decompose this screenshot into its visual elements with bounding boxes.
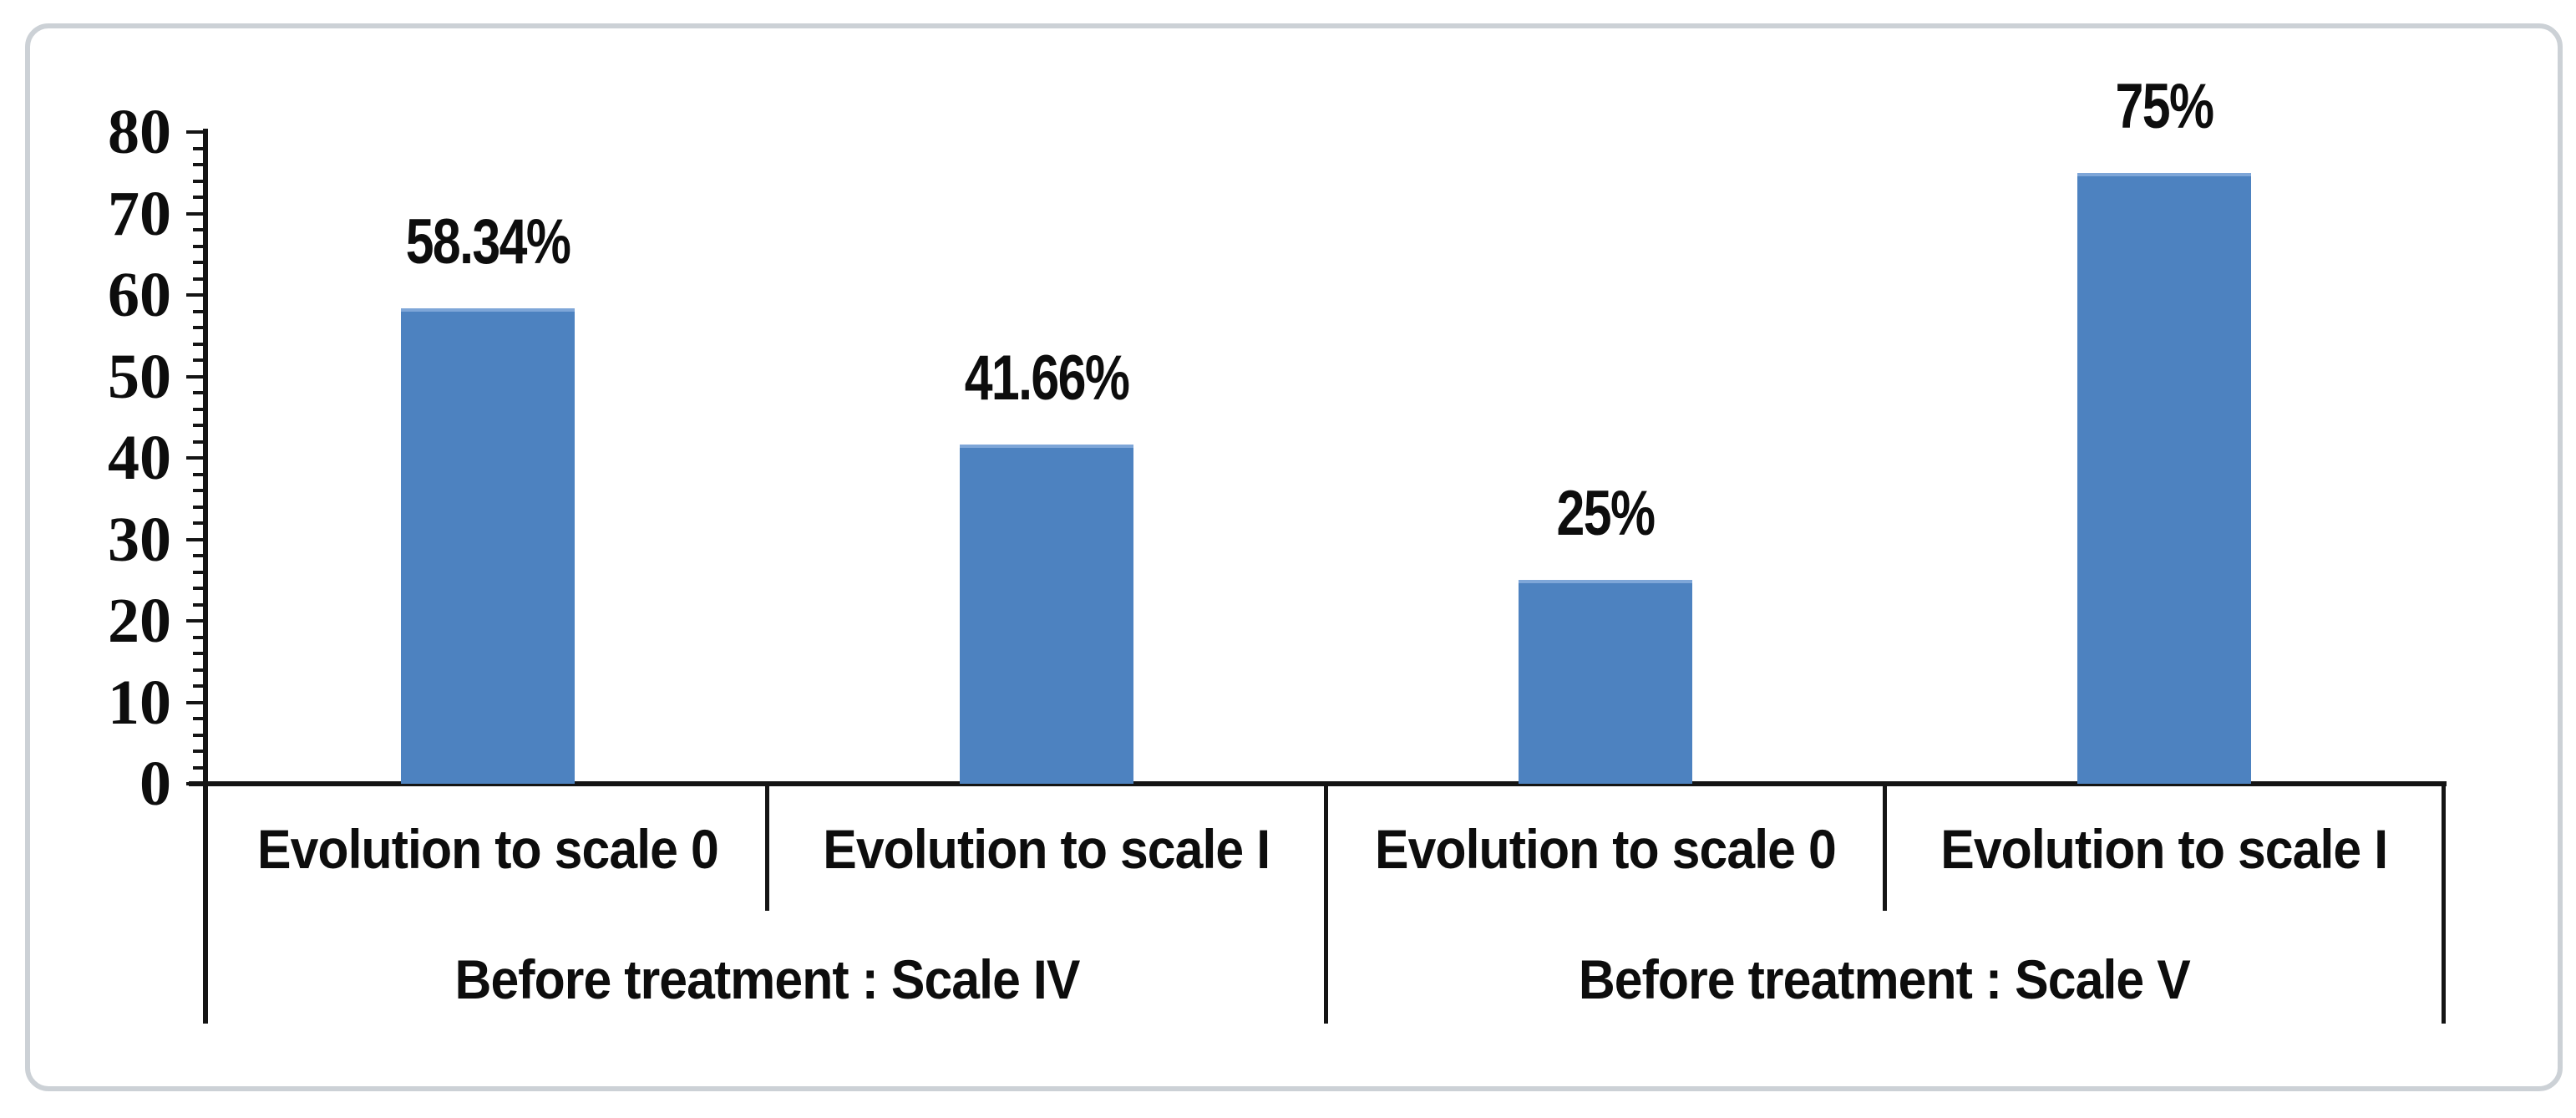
bar-value-label: 41.66% [964, 342, 1130, 414]
y-axis-minor-tick [193, 733, 206, 737]
axis-divider-short [765, 781, 770, 911]
y-axis-minor-tick [193, 261, 206, 264]
bar [1518, 580, 1692, 784]
y-axis-tick-label: 60 [108, 260, 171, 330]
y-axis-minor-tick [193, 668, 206, 672]
y-axis-major-tick [186, 211, 206, 216]
y-axis-minor-tick [193, 424, 206, 427]
y-axis-major-tick [186, 537, 206, 541]
group-label: Before treatment : Scale V [1326, 933, 2444, 1025]
y-axis-tick-label: 70 [108, 178, 171, 249]
category-label-text: Evolution to scale 0 [1374, 817, 1837, 880]
y-axis-tick-label: 10 [108, 667, 171, 738]
group-label-text: Before treatment : Scale IV [454, 948, 1081, 1010]
y-axis-minor-tick [193, 765, 206, 770]
bar [401, 308, 576, 784]
y-axis-minor-tick [193, 750, 206, 753]
y-axis-tick-label: 40 [108, 423, 171, 493]
bar-value-label: 75% [2115, 70, 2213, 142]
y-axis-major-tick [186, 374, 206, 379]
category-label: Evolution to scale I [1884, 786, 2443, 911]
y-axis-major-tick [186, 700, 206, 704]
category-label: Evolution to scale I [768, 786, 1326, 911]
bar-value-label: 25% [1556, 478, 1655, 550]
y-axis-minor-tick [193, 358, 206, 362]
y-axis-major-tick [186, 293, 206, 297]
group-label: Before treatment : Scale IV [209, 933, 1326, 1025]
y-axis-minor-tick [193, 570, 206, 574]
y-axis-minor-tick [193, 277, 206, 281]
y-axis-tick-label: 50 [108, 341, 171, 412]
y-axis-minor-tick [193, 163, 206, 166]
y-axis-minor-tick [193, 228, 206, 231]
y-axis-minor-tick [193, 684, 206, 688]
y-axis-tick-label: 20 [108, 586, 171, 656]
bar [960, 444, 1134, 784]
x-axis-line [189, 781, 2447, 786]
category-label-text: Evolution to scale 0 [257, 817, 719, 880]
y-axis-minor-tick [193, 309, 206, 313]
y-axis-tick-label: 30 [108, 504, 171, 575]
y-axis-major-tick [186, 456, 206, 460]
y-axis-line [203, 129, 208, 1024]
y-axis-minor-tick [193, 521, 206, 525]
y-axis-tick-label: 0 [139, 749, 171, 819]
y-axis-minor-tick [193, 602, 206, 607]
y-axis-minor-tick [193, 554, 206, 557]
category-label: Evolution to scale 0 [1326, 786, 1885, 911]
y-axis-minor-tick [193, 244, 206, 248]
bar-value-label: 58.34% [406, 206, 571, 278]
y-axis-minor-tick [193, 717, 206, 720]
y-axis-minor-tick [193, 505, 206, 509]
y-axis-minor-tick [193, 489, 206, 492]
y-axis-minor-tick [193, 146, 206, 150]
axis-divider-short [1882, 781, 1887, 911]
y-axis-major-tick [186, 130, 206, 134]
y-axis-minor-tick [193, 587, 206, 590]
y-axis-minor-tick [193, 391, 206, 394]
y-axis-minor-tick [193, 440, 206, 444]
y-axis-minor-tick [193, 472, 206, 476]
y-axis-minor-tick [193, 326, 206, 329]
y-axis-minor-tick [193, 342, 206, 346]
y-axis-minor-tick [193, 652, 206, 655]
y-axis-major-tick [186, 619, 206, 623]
y-axis-minor-tick [193, 407, 206, 411]
category-label-text: Evolution to scale I [823, 817, 1271, 880]
category-label-text: Evolution to scale I [1940, 817, 2388, 880]
y-axis-minor-tick [193, 196, 206, 199]
y-axis-minor-tick [193, 179, 206, 183]
category-label: Evolution to scale 0 [209, 786, 768, 911]
bar [2077, 172, 2251, 784]
group-label-text: Before treatment : Scale V [1579, 948, 2191, 1010]
axis-divider-long [2441, 781, 2446, 1024]
axis-divider-long [1324, 781, 1328, 1024]
y-axis-minor-tick [193, 635, 206, 639]
y-axis-tick-label: 80 [108, 97, 171, 167]
